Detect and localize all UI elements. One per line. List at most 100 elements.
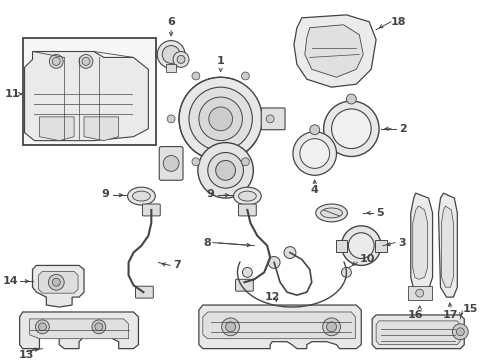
FancyBboxPatch shape [261,108,285,130]
Text: 10: 10 [359,255,375,265]
FancyBboxPatch shape [375,240,387,252]
Ellipse shape [320,208,343,218]
Polygon shape [376,321,460,345]
Circle shape [52,58,60,66]
Polygon shape [305,25,363,77]
Circle shape [49,54,63,68]
Polygon shape [84,117,119,141]
Text: 7: 7 [173,260,181,270]
Ellipse shape [239,191,256,201]
Ellipse shape [132,191,150,201]
Circle shape [332,109,371,149]
Circle shape [35,320,49,334]
Circle shape [177,55,185,63]
Polygon shape [411,193,433,292]
Polygon shape [199,305,361,348]
Circle shape [346,94,356,104]
Circle shape [348,233,374,258]
Text: 12: 12 [265,292,280,302]
Polygon shape [294,15,376,87]
Polygon shape [24,51,148,141]
Circle shape [242,158,249,166]
Circle shape [95,323,103,331]
Circle shape [221,318,240,336]
Circle shape [173,51,189,67]
Circle shape [167,115,175,123]
Polygon shape [413,206,428,279]
Circle shape [192,158,200,166]
Ellipse shape [127,187,155,205]
Circle shape [157,41,185,68]
Polygon shape [38,271,78,293]
Circle shape [216,161,236,180]
FancyBboxPatch shape [159,147,183,180]
FancyBboxPatch shape [166,64,176,72]
Polygon shape [32,265,84,307]
Circle shape [198,143,253,198]
Circle shape [327,322,337,332]
FancyBboxPatch shape [143,204,160,216]
Text: 1: 1 [217,57,224,66]
Circle shape [38,323,47,331]
Text: 6: 6 [167,17,175,27]
Ellipse shape [316,204,347,222]
Circle shape [416,289,424,297]
Circle shape [310,125,319,135]
Circle shape [52,278,60,286]
Text: 2: 2 [399,124,407,134]
Text: 18: 18 [391,17,407,27]
Circle shape [192,72,200,80]
Polygon shape [372,315,464,348]
Polygon shape [39,117,74,141]
Text: 3: 3 [398,238,406,248]
Text: 11: 11 [5,89,21,99]
Circle shape [268,257,280,269]
FancyBboxPatch shape [336,240,347,252]
FancyBboxPatch shape [23,38,156,145]
Circle shape [225,322,236,332]
Polygon shape [439,193,457,297]
Circle shape [163,156,179,171]
Circle shape [323,101,379,157]
Circle shape [452,324,468,340]
Circle shape [208,153,244,188]
FancyBboxPatch shape [236,279,253,291]
Circle shape [284,247,296,258]
Text: 14: 14 [3,276,19,286]
Polygon shape [441,206,453,287]
Text: 4: 4 [311,185,319,195]
Polygon shape [29,319,128,339]
Circle shape [92,320,106,334]
Polygon shape [20,312,139,348]
Text: 16: 16 [408,310,423,320]
Text: 13: 13 [19,350,34,360]
Circle shape [199,97,243,141]
Circle shape [266,115,274,123]
Circle shape [456,328,464,336]
Circle shape [79,54,93,68]
Circle shape [162,46,180,63]
Circle shape [209,107,233,131]
FancyBboxPatch shape [239,204,256,216]
Ellipse shape [234,187,261,205]
Circle shape [49,274,64,290]
Circle shape [300,139,330,168]
Circle shape [179,77,262,161]
Text: 15: 15 [462,304,478,314]
Text: 5: 5 [376,208,384,218]
Circle shape [242,72,249,80]
Text: 9: 9 [102,189,110,199]
Circle shape [82,58,90,66]
Text: 9: 9 [207,189,215,199]
Circle shape [189,87,252,150]
Circle shape [342,226,381,265]
Circle shape [342,267,351,277]
Circle shape [243,267,252,277]
FancyBboxPatch shape [136,286,153,298]
Text: 8: 8 [203,238,211,248]
FancyBboxPatch shape [408,286,432,300]
Circle shape [293,132,337,175]
Polygon shape [203,312,355,339]
Text: 17: 17 [442,310,458,320]
Circle shape [322,318,341,336]
